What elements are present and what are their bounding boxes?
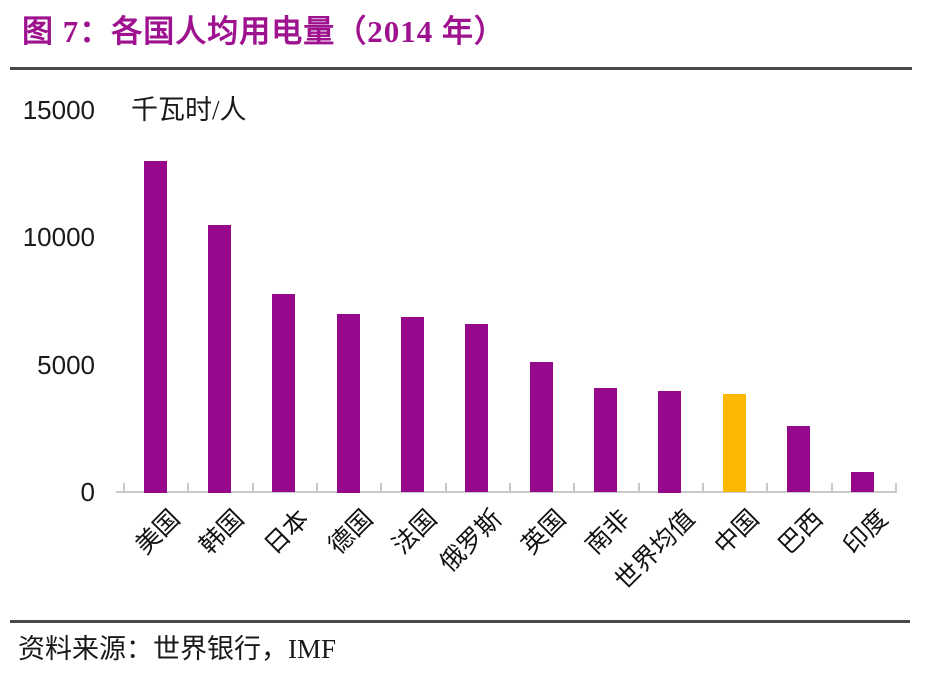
x-axis-line — [116, 491, 896, 493]
y-tick-label-15000: 15000 — [22, 94, 95, 125]
x-axis-tick — [315, 483, 318, 493]
x-axis-tick — [894, 483, 897, 493]
x-label-india: 印度 — [838, 505, 894, 560]
x-label-germany: 德国 — [324, 505, 379, 560]
x-axis-tick — [766, 483, 769, 493]
bar-south-africa — [593, 387, 617, 493]
x-label-france: 法国 — [388, 505, 443, 560]
bar-south-korea — [207, 224, 231, 493]
bar-uk — [529, 362, 553, 493]
bar-china — [722, 394, 746, 493]
bar-usa — [143, 161, 167, 493]
x-axis-tick — [508, 483, 511, 493]
x-label-usa: 美国 — [131, 505, 186, 560]
y-tick-label-10000: 10000 — [22, 222, 95, 252]
bar-russia — [465, 324, 489, 493]
y-tick-label-5000: 5000 — [37, 349, 95, 380]
y-tick-label-0: 0 — [80, 477, 95, 507]
bar-japan — [272, 293, 296, 493]
bar-india — [851, 472, 875, 493]
figure-title: 图 7：各国人均用电量（2014 年） — [22, 14, 506, 49]
bar-france — [400, 316, 424, 493]
x-label-brazil: 巴西 — [774, 505, 829, 560]
x-axis-tick — [830, 483, 833, 493]
x-axis-tick — [573, 483, 576, 493]
x-label-china: 中国 — [710, 505, 765, 560]
x-axis-tick — [701, 483, 704, 493]
bar-germany — [336, 314, 360, 493]
bar-world-average — [658, 390, 682, 493]
title-divider — [10, 67, 912, 70]
footer-divider — [10, 620, 910, 623]
x-axis-tick — [251, 483, 254, 493]
x-label-russia: 俄罗斯 — [435, 505, 508, 578]
x-axis-tick — [123, 483, 125, 493]
source-note: 资料来源：世界银行，IMF — [18, 634, 337, 664]
x-axis-tick — [187, 483, 190, 493]
x-label-south-korea: 韩国 — [195, 505, 250, 560]
x-axis-tick — [637, 483, 640, 493]
x-label-south-africa: 南非 — [581, 505, 636, 560]
x-axis-tick — [444, 483, 447, 493]
bar-brazil — [786, 426, 810, 493]
x-label-japan: 日本 — [259, 505, 315, 560]
x-label-uk: 英国 — [517, 505, 572, 560]
y-axis-unit-label: 千瓦时/人 — [131, 95, 247, 125]
x-axis-tick — [380, 483, 383, 493]
